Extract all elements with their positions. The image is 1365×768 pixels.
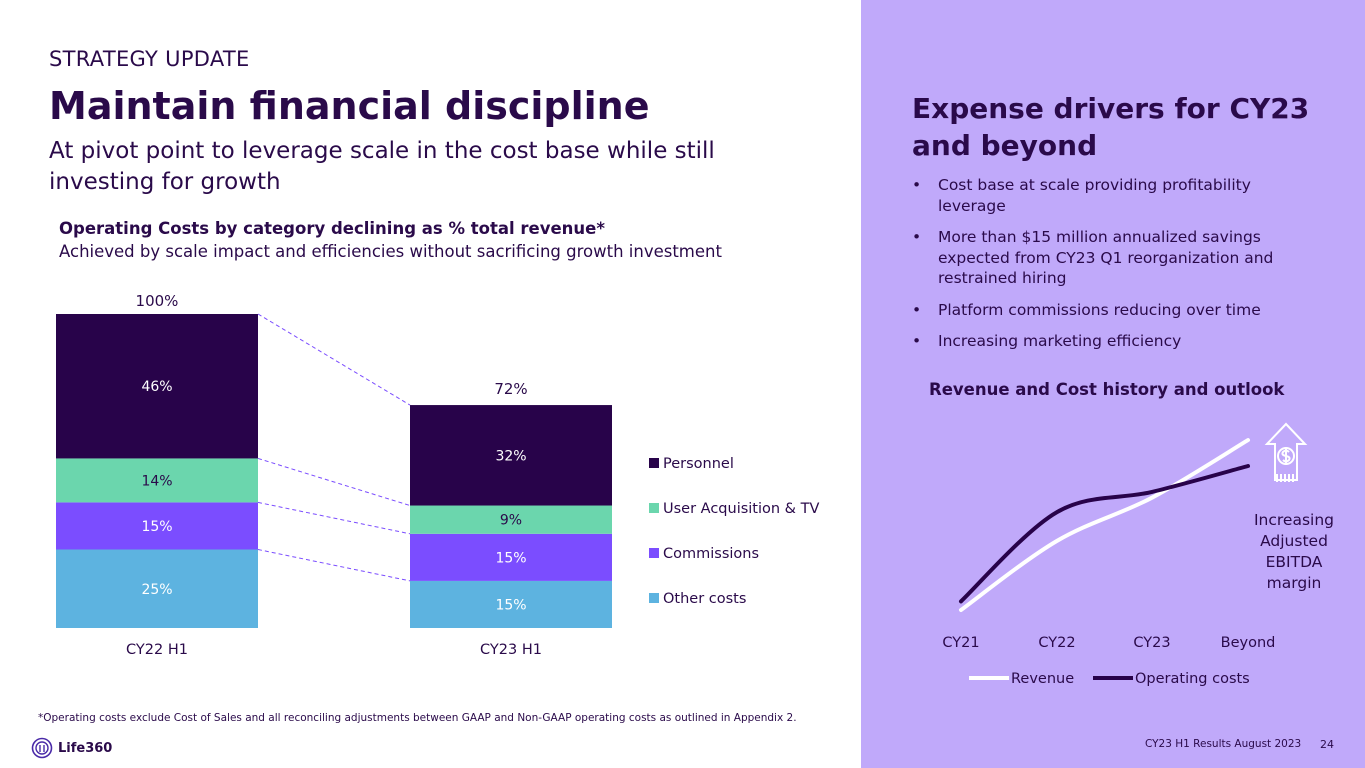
data-label: 25% <box>141 582 172 598</box>
data-label: 15% <box>495 550 526 566</box>
page-subtitle: At pivot point to leverage scale in the … <box>49 138 715 195</box>
data-label: 15% <box>495 597 526 613</box>
legend-label: Operating costs <box>1135 671 1250 687</box>
legend-swatch <box>649 593 659 603</box>
expense-drivers-list: • Cost base at scale providing profitabil… <box>912 175 1302 363</box>
data-label: 32% <box>495 448 526 464</box>
footnote: *Operating costs exclude Cost of Sales a… <box>38 712 797 724</box>
legend-label: Other costs <box>663 591 746 607</box>
bullet-marker: • <box>912 300 922 319</box>
series-line <box>959 464 1250 604</box>
dollar-house-up-arrow-icon <box>1264 422 1308 482</box>
connector-line <box>257 457 411 507</box>
chart-subheading: Achieved by scale impact and efficiencie… <box>59 242 722 261</box>
bar-segment <box>56 314 258 459</box>
list-item: • More than $15 million annualized saving… <box>912 227 1302 289</box>
company-logo: Life360 <box>31 737 112 759</box>
category-label: CY22 H1 <box>126 642 188 658</box>
data-label: 46% <box>141 379 172 395</box>
bar-segment <box>410 580 612 628</box>
legend-label: Revenue <box>1011 671 1074 687</box>
bullet-marker: • <box>912 228 922 246</box>
list-item: • Cost base at scale providing profitabil… <box>912 175 1302 216</box>
logo-text: Life360 <box>58 740 113 756</box>
page-title: Maintain financial discipline <box>49 84 650 128</box>
x-tick-label: CY23 <box>1133 635 1170 651</box>
section-label: STRATEGY UPDATE <box>49 47 250 71</box>
sidebar-title: Expense drivers for CY23 and beyond <box>912 92 1310 162</box>
annotation-text: Increasing <box>1254 511 1334 529</box>
bar-segment <box>56 549 258 628</box>
right-panel <box>861 0 1365 768</box>
list-item: • Increasing marketing efficiency <box>912 331 1302 352</box>
connector-line <box>257 313 411 406</box>
total-label: 100% <box>136 292 179 310</box>
list-item-text: Increasing marketing efficiency <box>938 332 1182 350</box>
annotation-text: Adjusted <box>1260 532 1328 550</box>
x-tick-label: CY22 <box>1038 635 1075 651</box>
list-item-text: Platform commissions reducing over time <box>938 300 1261 319</box>
revenue-cost-line-chart: CY21 CY22 CY23 Beyond Revenue Operating costs… <box>942 422 1334 687</box>
category-label: CY23 H1 <box>480 642 542 658</box>
footer-text: CY23 H1 Results August 2023 <box>1145 738 1302 750</box>
connector-line <box>257 501 411 535</box>
bar-segment <box>410 405 612 506</box>
life360-logo-icon <box>31 737 53 759</box>
total-label: 72% <box>494 380 527 398</box>
x-tick-label: CY21 <box>942 635 979 651</box>
annotation-text: margin <box>1267 574 1322 592</box>
legend-swatch <box>649 503 659 513</box>
annotation-text: EBITDA <box>1266 553 1323 571</box>
line-chart-title: Revenue and Cost history and outlook <box>929 380 1285 399</box>
bar-segment <box>56 458 258 503</box>
legend-label: User Acquisition & TV <box>663 501 819 517</box>
list-item-text: More than $15 million annualized savings… <box>938 228 1274 287</box>
legend-swatch <box>649 458 659 468</box>
legend-swatch <box>649 548 659 558</box>
chart-heading: Operating Costs by category declining as… <box>59 219 605 238</box>
legend-label: Commissions <box>663 546 759 562</box>
bar-segment <box>410 533 612 581</box>
data-label: 14% <box>141 473 172 489</box>
data-label: 15% <box>141 519 172 535</box>
data-label: 9% <box>500 513 522 529</box>
bullet-marker: • <box>912 176 922 194</box>
series-line <box>959 438 1250 612</box>
list-item-text: Cost base at scale providing profitabili… <box>938 176 1251 215</box>
bullet-marker: • <box>912 332 922 350</box>
operating-costs-bar-chart: 25% 15% 14% 46% 100% CY22 H1 15% 15% 9% 32% 72% CY2… <box>56 292 819 658</box>
page-number: 24 <box>1320 738 1334 751</box>
x-tick-label: Beyond <box>1221 635 1276 651</box>
connector-line <box>257 549 411 582</box>
list-item: • Platform commissions reducing over time <box>912 300 1302 321</box>
legend-label: Personnel <box>663 456 734 472</box>
bar-segment <box>410 505 612 534</box>
bar-segment <box>56 502 258 550</box>
